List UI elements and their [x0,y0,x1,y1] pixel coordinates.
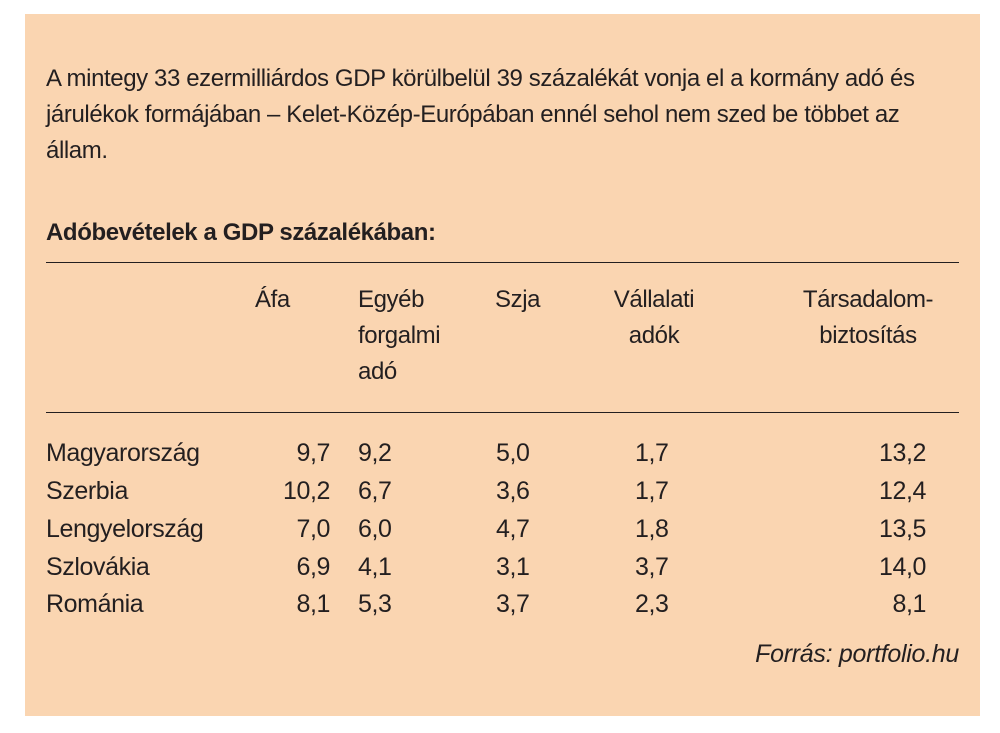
column-header-afa: Áfa [255,282,290,318]
column-header-tb-line2: biztosítás [819,322,917,349]
country-name: Magyarország [46,439,200,467]
vallalati-value: 1,8 [635,515,669,543]
country-name: Románia [46,590,144,618]
column-header-tarsadalombiztositas: Társadalom- biztosítás [793,282,943,354]
column-header-egyeb-line1: Egyéb [358,286,425,313]
egyeb-value: 6,7 [358,477,392,505]
column-header-vallalati-line2: adók [628,322,680,349]
egyeb-value: 4,1 [358,553,392,581]
tb-value: 13,5 [878,515,926,543]
column-header-egyeb-line2: forgalmi [358,322,441,349]
table-row: Románia 8,1 5,3 3,7 2,3 8,1 [46,586,959,623]
vallalati-value: 2,3 [635,590,669,618]
column-header-vallalati: Vállalati adók [604,282,704,354]
tb-value: 14,0 [878,553,926,581]
country-name: Lengyelország [46,515,204,543]
table-title: Adóbevételek a GDP százalékában: [46,219,436,246]
vallalati-value: 1,7 [635,477,669,505]
tb-value: 13,2 [878,439,926,467]
column-header-afa-label: Áfa [255,286,290,313]
country-name: Szerbia [46,477,128,505]
column-header-egyeb: Egyéb forgalmi adó [358,282,441,390]
egyeb-value: 6,0 [358,515,392,543]
table-top-rule [46,262,959,263]
intro-paragraph: A mintegy 33 ezermilliárdos GDP körülbel… [46,65,915,164]
afa-value: 6,9 [296,553,330,581]
szja-value: 3,1 [496,553,530,581]
column-header-vallalati-line1: Vállalati [613,286,695,313]
vallalati-value: 1,7 [635,439,669,467]
table-row: Magyarország 9,7 9,2 5,0 1,7 13,2 [46,435,959,472]
table-row: Lengyelország 7,0 6,0 4,7 1,8 13,5 [46,511,959,548]
column-header-szja: Szja [495,282,540,318]
infobox: A mintegy 33 ezermilliárdos GDP körülbel… [25,14,980,716]
afa-value: 8,1 [296,590,330,618]
szja-value: 3,7 [496,590,530,618]
table-row: Szlovákia 6,9 4,1 3,1 3,7 14,0 [46,549,959,586]
column-header-szja-label: Szja [495,286,541,313]
szja-value: 5,0 [496,439,530,467]
egyeb-value: 9,2 [358,439,392,467]
tb-value: 8,1 [892,590,926,618]
egyeb-value: 5,3 [358,590,392,618]
country-name: Szlovákia [46,553,150,581]
table-row: Szerbia 10,2 6,7 3,6 1,7 12,4 [46,473,959,510]
afa-value: 9,7 [296,439,330,467]
szja-value: 3,6 [496,477,530,505]
vallalati-value: 3,7 [635,553,669,581]
szja-value: 4,7 [496,515,530,543]
table-header-rule [46,412,959,413]
column-header-egyeb-line3: adó [358,358,397,385]
tb-value: 12,4 [878,477,926,505]
column-header-tb-line1: Társadalom- [802,286,934,313]
source-credit: Forrás: portfolio.hu [755,640,959,668]
afa-value: 7,0 [296,515,330,543]
afa-value: 10,2 [282,477,330,505]
